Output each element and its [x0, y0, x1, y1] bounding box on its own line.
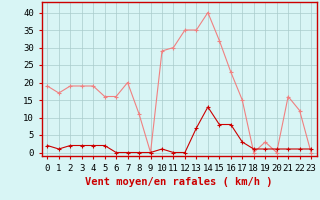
X-axis label: Vent moyen/en rafales ( km/h ): Vent moyen/en rafales ( km/h ): [85, 177, 273, 187]
